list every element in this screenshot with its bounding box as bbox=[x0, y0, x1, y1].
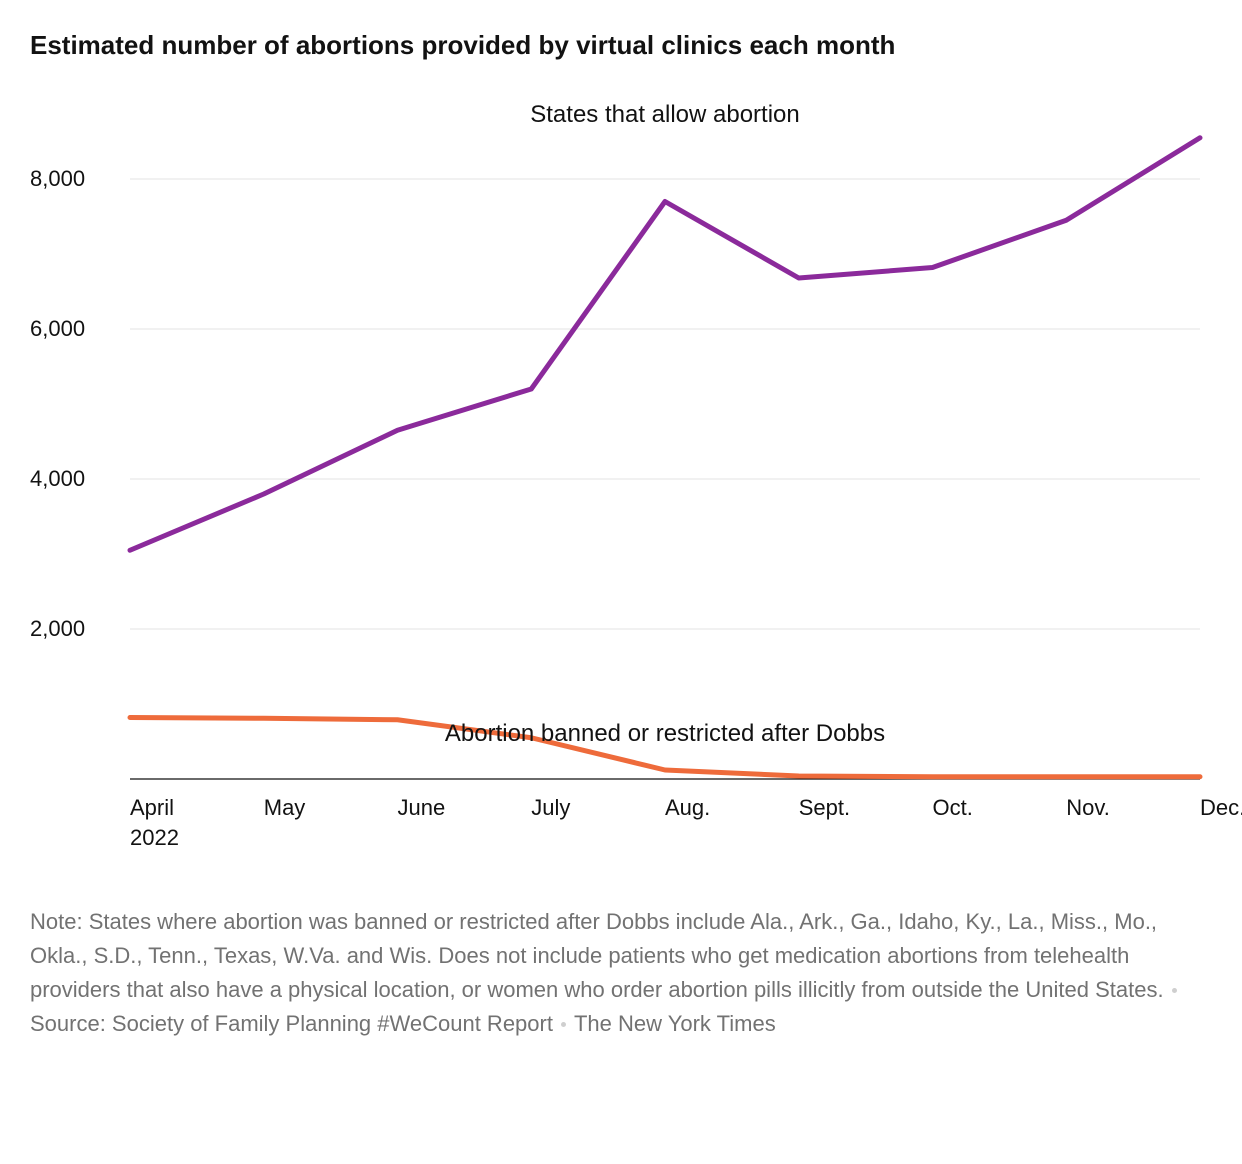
plot-area: 2,000 4,000 6,000 8,000 April 2022 May June Jul… bbox=[30, 89, 1212, 849]
series-line-allow bbox=[130, 138, 1200, 551]
y-tick-label: 6,000 bbox=[30, 316, 85, 342]
series-label-banned: Abortion banned or restricted after Dobb… bbox=[445, 720, 885, 748]
y-tick-label: 4,000 bbox=[30, 466, 85, 492]
chart-container: Estimated number of abortions provided b… bbox=[30, 30, 1212, 1041]
x-tick-label: Dec. bbox=[1200, 793, 1242, 823]
separator-dot bbox=[561, 1022, 566, 1027]
footnote-source: Source: Society of Family Planning #WeCo… bbox=[30, 1011, 553, 1036]
footnote-byline: The New York Times bbox=[574, 1011, 776, 1036]
x-tick-label: Oct. bbox=[933, 793, 973, 823]
footnote-note: Note: States where abortion was banned o… bbox=[30, 909, 1164, 1002]
x-tick-label: May bbox=[264, 793, 306, 823]
x-tick-label: Nov. bbox=[1066, 793, 1110, 823]
series-label-allow: States that allow abortion bbox=[530, 101, 800, 129]
x-tick-label: June bbox=[398, 793, 446, 823]
x-tick-label: Aug. bbox=[665, 793, 710, 823]
x-tick-label: April 2022 bbox=[130, 793, 179, 852]
y-tick-label: 8,000 bbox=[30, 166, 85, 192]
footnote: Note: States where abortion was banned o… bbox=[30, 905, 1212, 1041]
x-tick-label: Sept. bbox=[799, 793, 850, 823]
separator-dot bbox=[1172, 988, 1177, 993]
chart-title: Estimated number of abortions provided b… bbox=[30, 30, 1212, 61]
y-tick-label: 2,000 bbox=[30, 616, 85, 642]
x-tick-label: July bbox=[531, 793, 570, 823]
